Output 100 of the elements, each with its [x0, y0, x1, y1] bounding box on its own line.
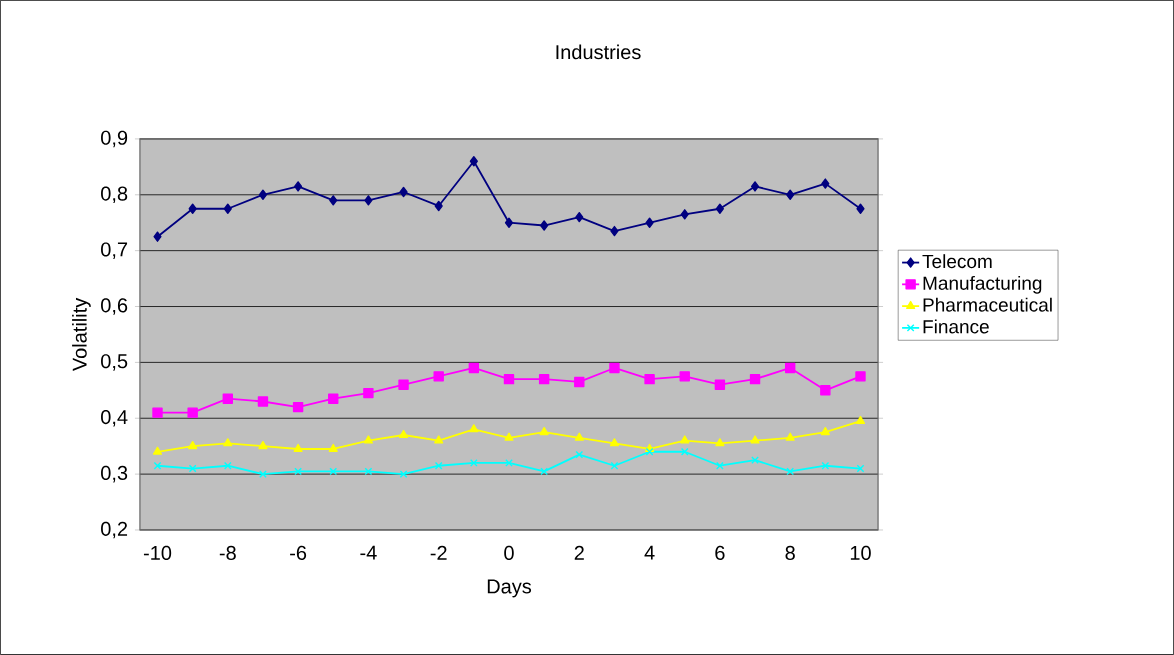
point [820, 385, 831, 396]
point [786, 467, 795, 476]
y-tick-label: 0,7 [101, 242, 128, 259]
legend-label: Finance [923, 319, 989, 334]
point [750, 435, 760, 444]
legend-label: Manufacturing [923, 276, 1042, 294]
point [644, 373, 655, 385]
point [505, 459, 513, 467]
point [188, 203, 197, 214]
y-tick-label: 0,5 [101, 354, 128, 371]
legend-label: Telecom [922, 254, 992, 269]
point [538, 373, 550, 385]
x-tick-label: 2 [574, 545, 584, 560]
point [257, 396, 269, 407]
point [469, 424, 479, 433]
point [856, 203, 865, 214]
point [399, 470, 408, 479]
point [574, 432, 584, 441]
point [821, 178, 830, 189]
point [786, 189, 795, 201]
point [503, 373, 515, 385]
point [469, 459, 478, 467]
point [716, 461, 724, 470]
point [539, 427, 549, 436]
point [715, 203, 724, 214]
point [293, 443, 303, 452]
x-tick-label: 4 [644, 545, 655, 560]
y-tick-label: 0,9 [101, 130, 128, 148]
x-tick-label: -4 [360, 545, 377, 560]
point [434, 200, 443, 212]
point [751, 456, 759, 465]
point [223, 203, 232, 214]
x-tick-label: 0 [504, 545, 514, 561]
point [855, 415, 866, 425]
point [292, 401, 304, 413]
point [364, 467, 373, 476]
point [785, 432, 795, 441]
point [645, 447, 654, 456]
point [609, 362, 620, 374]
point [328, 393, 339, 404]
point [222, 393, 233, 404]
point [363, 387, 374, 399]
legend-label: Pharmaceutical [923, 297, 1052, 312]
point [152, 407, 163, 418]
point [363, 435, 373, 444]
point [749, 373, 761, 385]
x-tick-label: 10 [850, 545, 871, 561]
point [294, 181, 303, 192]
x-tick-label: 6 [715, 545, 725, 561]
point [153, 231, 162, 242]
point [610, 461, 619, 470]
point [714, 379, 726, 390]
point [680, 435, 690, 444]
point [187, 407, 198, 418]
x-tick-label: -8 [219, 545, 236, 561]
point [434, 461, 443, 470]
point [820, 427, 830, 436]
point [188, 464, 197, 473]
point [329, 195, 338, 206]
point [328, 443, 338, 452]
x-tick-label: 8 [785, 545, 795, 561]
point [575, 211, 584, 223]
x-axis-title: Days [487, 579, 532, 598]
point [258, 441, 268, 450]
point [574, 376, 585, 388]
point [294, 467, 302, 476]
point [540, 467, 549, 476]
point [575, 450, 584, 459]
point [398, 429, 409, 439]
point [821, 461, 830, 470]
y-tick-label: 0,6 [101, 298, 128, 315]
y-tick-label: 0,3 [101, 465, 128, 483]
point [856, 464, 865, 473]
point [645, 217, 654, 228]
point [188, 441, 198, 450]
point [399, 186, 408, 198]
y-tick-label: 0,8 [101, 186, 128, 204]
point [223, 461, 232, 470]
y-tick-label: 0,4 [101, 410, 128, 427]
point [259, 470, 267, 479]
point [153, 461, 162, 470]
point [540, 220, 549, 231]
y-tick-label: 0,2 [101, 521, 128, 539]
y-axis-title: Volatility [72, 297, 91, 372]
point [398, 379, 409, 390]
point [750, 181, 760, 192]
point [469, 156, 478, 167]
point [784, 362, 796, 374]
point [433, 371, 444, 382]
point [715, 438, 725, 447]
point [609, 438, 620, 447]
point [610, 225, 619, 237]
x-tick-label: -2 [430, 545, 447, 560]
point [152, 446, 163, 455]
chart-title: Industries [556, 44, 641, 60]
point [855, 371, 866, 382]
point [504, 217, 514, 228]
point [329, 467, 338, 476]
x-tick-label: -6 [290, 545, 307, 561]
x-tick-label: -10 [143, 545, 172, 561]
